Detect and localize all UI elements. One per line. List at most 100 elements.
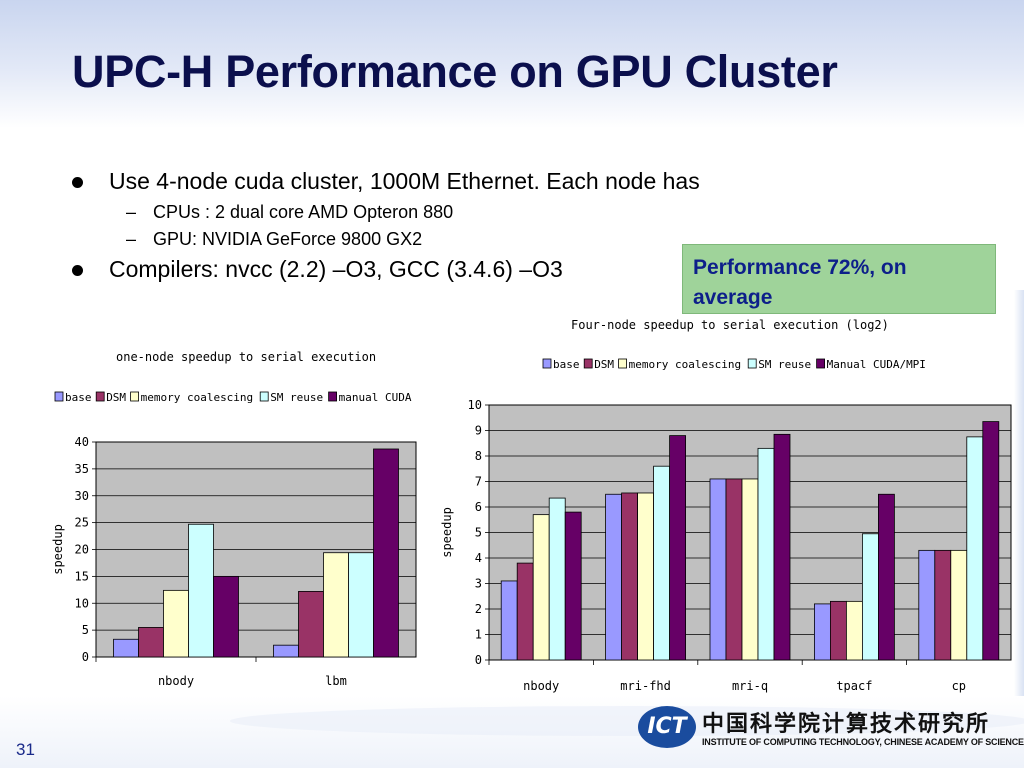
bar: [918, 549, 936, 661]
x-tick-label: nbody: [158, 674, 194, 688]
bar: [845, 600, 863, 661]
y-tick-label: 0: [475, 653, 482, 667]
institute-name-english: INSTITUTE OF COMPUTING TECHNOLOGY, CHINE…: [702, 737, 1024, 747]
slide-title: UPC-H Performance on GPU Cluster: [72, 46, 838, 97]
bar: [188, 523, 214, 658]
y-axis-label: speedup: [440, 507, 454, 558]
bar: [813, 603, 831, 661]
bar: [113, 638, 139, 658]
y-tick-label: 10: [75, 596, 89, 610]
page-number: 31: [16, 740, 35, 759]
y-tick-label: 8: [475, 449, 482, 463]
y-tick-label: 2: [475, 602, 482, 616]
bar: [877, 493, 895, 661]
legend-swatch: [816, 358, 826, 369]
legend-label: SM reuse: [758, 358, 811, 371]
y-tick-label: 1: [475, 628, 482, 642]
bar: [298, 591, 324, 658]
bar: [532, 514, 550, 661]
title-band: [0, 0, 1024, 128]
bar: [757, 447, 775, 661]
x-tick-label: nbody: [523, 679, 559, 693]
chart-title: one-node speedup to serial execution: [116, 350, 376, 364]
bullet-text: Compilers: nvcc (2.2) –O3, GCC (3.4.6) –…: [109, 256, 563, 282]
legend-label: DSM: [106, 391, 126, 404]
bullet-dot-icon: [72, 177, 83, 188]
legend-swatch: [259, 391, 269, 402]
y-tick-label: 35: [75, 462, 89, 476]
legend-label: manual CUDA: [339, 391, 412, 404]
bar: [934, 549, 952, 661]
sub-bullet-text: GPU: NVIDIA GeForce 9800 GX2: [153, 229, 423, 249]
y-tick-label: 0: [82, 650, 89, 664]
legend-label: memory coalescing: [629, 358, 742, 371]
bar: [725, 478, 743, 661]
bar: [273, 644, 299, 658]
legend-swatch: [328, 391, 338, 402]
bar: [605, 493, 623, 661]
y-tick-label: 6: [475, 500, 482, 514]
legend-label: Manual CUDA/MPI: [827, 358, 926, 371]
bottom-swoosh: [230, 706, 1024, 736]
bar: [741, 478, 759, 661]
y-tick-label: 9: [475, 424, 482, 438]
legend-swatch: [618, 358, 628, 369]
right-edge-decoration: [1014, 290, 1024, 710]
bar: [500, 580, 518, 661]
bar: [709, 478, 727, 661]
y-tick-label: 15: [75, 569, 89, 583]
legend-swatch: [95, 391, 105, 402]
dash-icon: –: [126, 202, 137, 222]
sub-bullet-text: CPUs : 2 dual core AMD Opteron 880: [153, 202, 454, 222]
bar: [861, 533, 879, 661]
bar: [373, 448, 399, 658]
performance-callout: Performance 72%, on average: [682, 244, 996, 314]
x-tick-label: cp: [952, 679, 966, 693]
legend-label: memory coalescing: [141, 391, 254, 404]
x-tick-label: tpacf: [836, 679, 872, 693]
bar: [966, 436, 984, 661]
y-tick-label: 5: [475, 526, 482, 540]
bar: [669, 435, 687, 661]
bar: [982, 421, 1000, 661]
chart-title: Four-node speedup to serial execution (l…: [571, 318, 889, 332]
x-tick-label: mri-q: [732, 679, 768, 693]
y-axis-label: speedup: [51, 524, 65, 575]
bar: [213, 575, 239, 658]
y-tick-label: 3: [475, 577, 482, 591]
legend-label: base: [553, 358, 580, 371]
x-tick-label: lbm: [325, 674, 347, 688]
bullet-dot-icon: [72, 265, 83, 276]
legend-swatch: [130, 391, 139, 402]
bar: [653, 465, 671, 661]
legend-label: DSM: [594, 358, 614, 371]
bar: [829, 600, 847, 661]
y-tick-label: 7: [475, 475, 482, 489]
legend-label: SM reuse: [270, 391, 323, 404]
bar: [637, 492, 655, 661]
y-tick-label: 30: [75, 489, 89, 503]
y-tick-label: 40: [75, 435, 89, 449]
y-tick-label: 25: [75, 516, 89, 530]
one-node-speedup-chart: one-node speedup to serial execution base…: [51, 350, 417, 688]
bar: [950, 549, 968, 661]
bar: [516, 562, 534, 661]
bar: [163, 589, 189, 658]
bar: [773, 433, 791, 661]
four-node-speedup-chart: Four-node speedup to serial execution (l…: [440, 318, 1012, 693]
bar: [621, 492, 639, 661]
bar: [323, 552, 349, 658]
y-tick-label: 20: [75, 543, 89, 557]
legend-swatch: [542, 358, 552, 369]
bullet-text: Use 4-node cuda cluster, 1000M Ethernet.…: [109, 168, 700, 194]
bar: [348, 552, 374, 658]
legend-swatch: [54, 391, 64, 402]
bar: [548, 497, 566, 661]
bar: [564, 511, 582, 661]
y-tick-label: 5: [82, 623, 89, 637]
x-tick-label: mri-fhd: [620, 679, 671, 693]
legend-swatch: [583, 358, 593, 369]
dash-icon: –: [126, 229, 137, 249]
ict-logo-mark: ICT: [638, 706, 696, 748]
institute-logo: ICT 中国科学院计算技术研究所 INSTITUTE OF COMPUTING …: [638, 704, 1024, 756]
